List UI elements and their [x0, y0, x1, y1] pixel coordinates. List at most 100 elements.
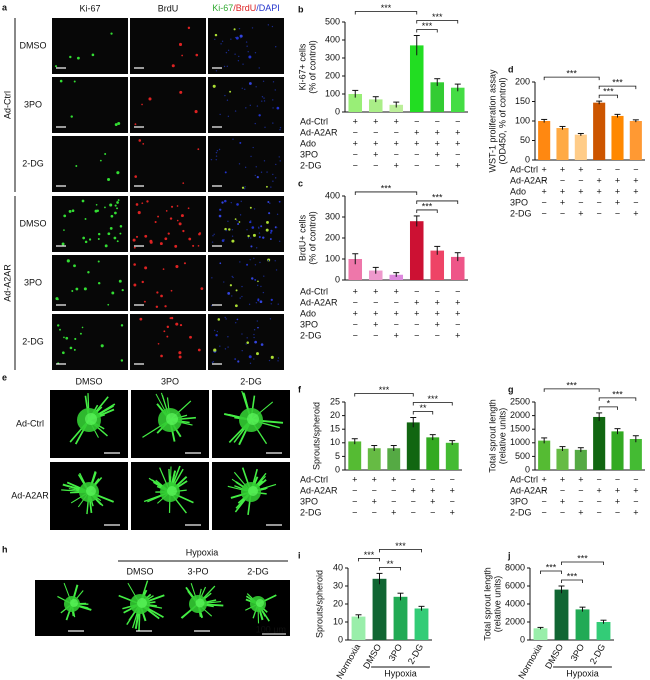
condition-sign: −	[597, 507, 602, 517]
condition-sign: −	[353, 319, 358, 329]
panel-letter: h	[2, 544, 8, 554]
y-tick-label: 100	[325, 253, 340, 263]
cell-dot	[139, 317, 143, 321]
row-label: 3PO	[24, 277, 42, 287]
condition-sign: −	[372, 507, 377, 517]
nucleus-dot	[215, 158, 217, 161]
row-label: Ad-A2AR	[11, 490, 49, 500]
cell-dot	[270, 231, 272, 234]
condition-sign: −	[560, 507, 565, 517]
nucleus-dot	[272, 81, 275, 83]
cell-dot	[235, 36, 239, 40]
condition-sign: +	[455, 138, 460, 148]
cell-dot	[257, 299, 260, 302]
nucleus-dot	[224, 348, 227, 350]
nucleus-dot	[218, 148, 221, 151]
significance-bracket	[540, 570, 562, 574]
nucleus-dot	[253, 257, 255, 259]
bar	[574, 134, 587, 160]
condition-sign: +	[430, 485, 435, 495]
nucleus-dot	[264, 126, 266, 128]
nucleus-dot	[225, 229, 227, 232]
nucleus-dot	[239, 261, 241, 263]
cell-dot	[270, 298, 273, 302]
significance-label: ***	[546, 562, 557, 572]
nucleus-dot	[256, 284, 259, 287]
cell-dot	[265, 228, 269, 232]
cell-dot	[73, 348, 76, 351]
significance-bracket	[412, 411, 434, 415]
nucleus-dot	[210, 158, 213, 161]
y-tick-label: 0	[338, 634, 343, 644]
condition-sign: +	[373, 286, 378, 296]
bar	[406, 422, 420, 470]
cell-dot	[88, 238, 92, 241]
nucleus-dot	[221, 40, 224, 42]
bar	[389, 104, 404, 112]
condition-sign: +	[615, 485, 620, 495]
row-label: Ad-Ctrl	[16, 418, 44, 428]
bar	[450, 256, 465, 280]
cell-dot	[247, 234, 250, 238]
condition-sign: −	[373, 160, 378, 170]
condition-sign: +	[542, 186, 547, 196]
condition-sign: +	[455, 330, 460, 340]
nucleus-dot	[254, 52, 257, 54]
nucleus-dot	[249, 104, 252, 107]
condition-sign: +	[391, 474, 396, 484]
significance-bracket	[416, 209, 438, 213]
condition-sign: +	[455, 160, 460, 170]
condition-sign: −	[414, 330, 419, 340]
cell-dot	[162, 268, 165, 271]
cell-dot	[166, 335, 169, 338]
y-tick-label: 0	[335, 106, 340, 116]
micrograph	[208, 136, 284, 192]
cell-dot	[159, 242, 163, 246]
column-header: 2-DG	[247, 566, 269, 576]
row-label: 2-DG	[22, 336, 44, 346]
micrograph	[52, 314, 128, 370]
significance-bracket	[354, 393, 414, 397]
cell-dot	[270, 229, 273, 233]
cell-dot	[68, 209, 72, 213]
condition-sign: +	[373, 308, 378, 318]
cell-dot	[256, 176, 259, 179]
cell-dot	[258, 236, 261, 239]
condition-sign: −	[353, 149, 358, 159]
cell-dot	[71, 290, 74, 292]
nucleus-dot	[220, 43, 222, 45]
condition-label: 2-DG	[510, 208, 532, 218]
condition-sign: −	[633, 164, 638, 174]
cell-dot	[235, 289, 238, 292]
row-label: 2-DG	[22, 158, 44, 168]
spheroid-core	[166, 413, 178, 425]
cell-dot	[81, 199, 85, 203]
bar	[611, 115, 624, 160]
y-tick-label: 300	[325, 211, 340, 221]
cell-dot	[164, 237, 168, 241]
spheroid-core	[70, 599, 78, 607]
condition-label: 2-DG	[300, 507, 322, 517]
cell-dot	[156, 291, 159, 294]
cell-dot	[182, 182, 185, 184]
cell-dot	[142, 142, 145, 145]
cell-dot	[119, 225, 123, 228]
condition-sign: +	[455, 297, 460, 307]
nucleus-dot	[230, 201, 232, 204]
nucleus-dot	[258, 232, 261, 234]
condition-label: Ad-A2AR	[510, 175, 548, 185]
condition-sign: +	[560, 496, 565, 506]
significance-label: **	[419, 403, 427, 413]
cell-dot	[236, 318, 239, 321]
spheroid-core	[86, 486, 96, 496]
nucleus-dot	[241, 295, 243, 298]
cell-dot	[246, 263, 249, 266]
cell-dot	[166, 325, 170, 329]
bar	[575, 609, 590, 640]
nucleus-dot	[253, 333, 255, 336]
cell-dot	[97, 281, 101, 285]
cell-dot	[96, 209, 99, 213]
significance-label: ***	[381, 183, 392, 193]
cell-dot	[278, 200, 281, 203]
cell-dot	[217, 318, 221, 321]
